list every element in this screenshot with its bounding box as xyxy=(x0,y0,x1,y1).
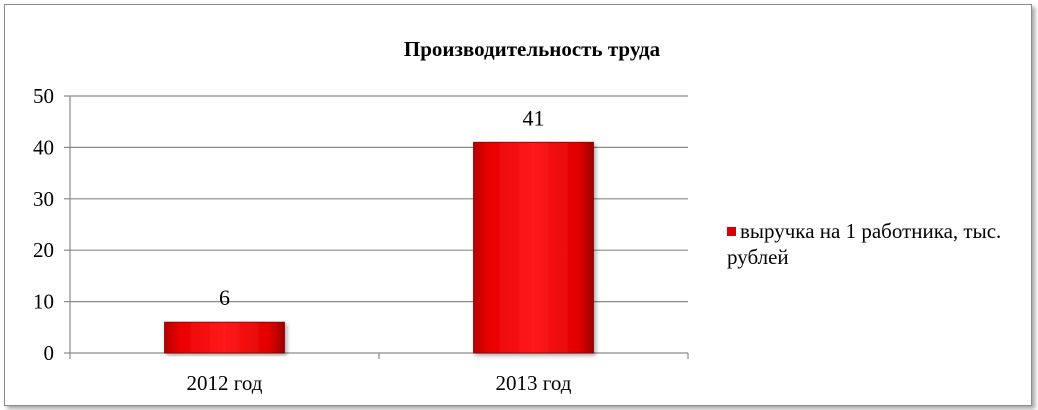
data-label: 6 xyxy=(219,285,230,310)
y-tick-label: 30 xyxy=(33,187,54,211)
x-tick-label: 2012 год xyxy=(187,371,263,395)
chart-title: Производительность труда xyxy=(404,37,661,61)
legend: выручка на 1 работника, тыс. рублей xyxy=(727,218,1027,270)
y-tick-label: 50 xyxy=(33,84,54,108)
data-labels: 6 41 xyxy=(219,105,545,310)
y-tick-label: 10 xyxy=(33,290,54,314)
y-tick-label: 0 xyxy=(44,341,55,365)
y-tick-label: 40 xyxy=(33,135,54,159)
x-tick-label: 2013 год xyxy=(496,371,572,395)
legend-label: выручка на 1 работника, тыс. рублей xyxy=(727,219,1002,269)
y-tick-labels: 0 10 20 30 40 50 xyxy=(33,84,54,365)
y-tick-label: 20 xyxy=(33,238,54,262)
x-tick-labels: 2012 год 2013 год xyxy=(187,371,572,395)
bar xyxy=(164,321,285,354)
bar xyxy=(473,141,594,354)
axes xyxy=(64,95,689,359)
data-label: 41 xyxy=(523,105,545,130)
bars xyxy=(164,141,594,354)
legend-swatch xyxy=(727,227,736,236)
gridlines xyxy=(70,95,688,303)
